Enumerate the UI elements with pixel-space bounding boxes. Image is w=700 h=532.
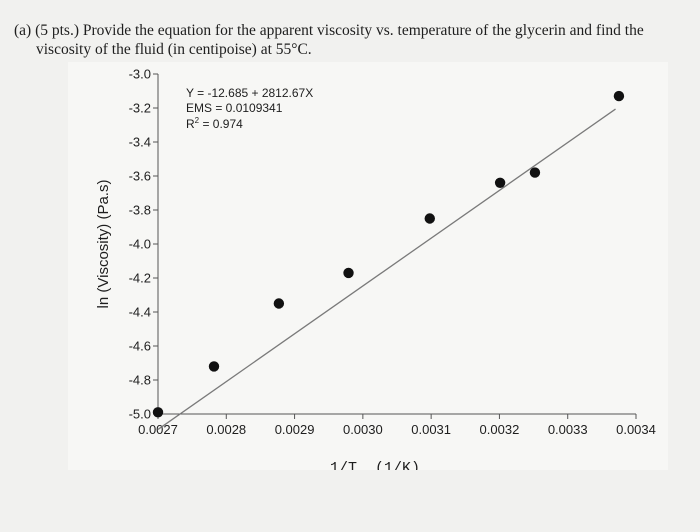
x-tick-label: 0.0029: [275, 422, 315, 437]
r-squared-text: R2 = 0.974: [186, 116, 243, 131]
y-tick-label: -5.0: [129, 407, 151, 422]
fit-line: [157, 108, 616, 430]
x-tick-label: 0.0028: [206, 422, 246, 437]
data-point: [494, 177, 506, 188]
y-tick-label: -4.8: [129, 373, 151, 388]
fit-line-group: [157, 108, 616, 430]
chart-panel: -3.0 -3.2 -3.4 -3.6 -3.8 -4.0 -4.2 -4.4 -4.6 -4.8…: [68, 62, 668, 470]
data-point: [273, 298, 285, 309]
data-point: [613, 90, 625, 102]
x-tick-label: 0.0030: [343, 422, 383, 437]
y-tick-label: -4.0: [129, 237, 151, 252]
x-tick-label: 0.0031: [411, 422, 451, 437]
regression-annotation: Y = -12.685 + 2812.67X EMS = 0.0109341 R…: [186, 86, 313, 131]
y-tick-label: -3.4: [129, 135, 151, 150]
y-tick-label: -4.6: [129, 339, 151, 354]
data-point: [152, 407, 164, 418]
data-points: [152, 90, 625, 418]
x-axis-label: 1/T (1/K): [330, 460, 420, 470]
data-point: [343, 267, 354, 279]
y-tick-label: -4.4: [129, 305, 151, 320]
y-tick-label: -3.8: [129, 203, 151, 218]
y-tick-label: -3.6: [129, 169, 151, 184]
y-axis-label: ln (Viscosity) (Pa.s): [95, 180, 112, 309]
data-point: [208, 361, 220, 372]
question-line-1: (a) (5 pts.) Provide the equation for th…: [14, 22, 644, 39]
y-tick-label: -3.0: [129, 67, 151, 82]
y-tick-label: -3.2: [129, 101, 151, 116]
r-squared-sup: 2: [195, 116, 200, 125]
x-axis-ticks: 0.0027 0.0028 0.0029 0.0030 0.0031 0.0032 0.00…: [138, 414, 656, 437]
question-line-2: viscosity of the fluid (in centipoise) a…: [36, 41, 312, 58]
x-tick-label: 0.0032: [480, 422, 520, 437]
r-squared-prefix: R: [186, 117, 195, 131]
question-text: (a) (5 pts.) Provide the equation for th…: [14, 21, 684, 59]
data-point: [529, 167, 541, 178]
viscosity-chart: -3.0 -3.2 -3.4 -3.6 -3.8 -4.0 -4.2 -4.4 -4.6 -4.8…: [95, 67, 656, 471]
x-tick-label: 0.0034: [616, 422, 656, 437]
data-point: [424, 213, 435, 224]
r-squared-value: = 0.974: [199, 117, 243, 131]
x-tick-label: 0.0033: [548, 422, 588, 437]
equation-text: Y = -12.685 + 2812.67X: [186, 86, 313, 100]
y-axis-ticks: -3.0 -3.2 -3.4 -3.6 -3.8 -4.0 -4.2 -4.4 -4.6 -4.8…: [129, 67, 158, 422]
y-tick-label: -4.2: [129, 271, 151, 286]
x-tick-label: 0.0027: [138, 422, 178, 437]
ems-text: EMS = 0.0109341: [186, 101, 283, 115]
